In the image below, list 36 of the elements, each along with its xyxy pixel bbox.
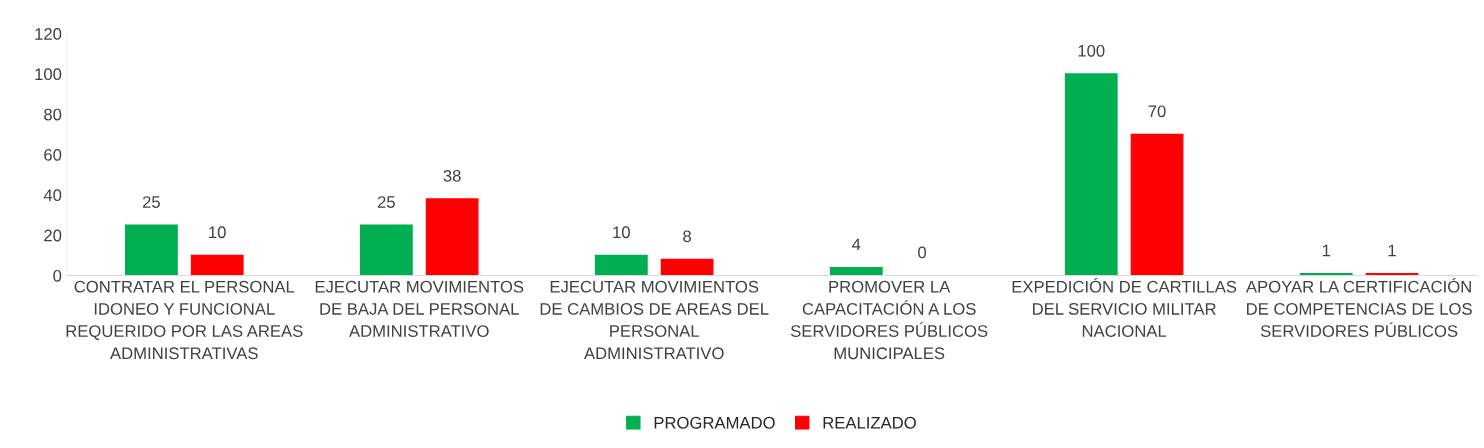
y-tick-label: 100	[35, 68, 62, 81]
bar	[1130, 133, 1184, 276]
y-tick-label: 0	[53, 269, 62, 282]
data-label: 100	[1078, 44, 1105, 57]
y-tick-label: 40	[43, 189, 62, 202]
legend-label: REALIZADO	[823, 416, 916, 429]
bar	[359, 224, 413, 276]
legend-label: PROGRAMADO	[654, 416, 775, 429]
bar	[190, 254, 244, 276]
data-label: 70	[1148, 105, 1166, 118]
x-tick-label: CONTRATAR EL PERSONAL IDONEO Y FUNCIONAL REQUERIDO POR LAS AREAS ADMINISTRATIVAS	[66, 280, 303, 360]
x-tick-label: APOYAR LA CERTIFICACIÓN DE COMPETENCIAS DE LOS SERVIDORES PÚBLICOS	[1245, 278, 1472, 337]
x-tick-label: EJECUTAR MOVIMIENTOS DE CAMBIOS DE AREAS DEL PERSONAL ADMINISTRATIVO	[540, 280, 769, 360]
data-label: 1	[1322, 244, 1331, 257]
x-tick-label: EJECUTAR MOVIMIENTOS DE BAJA DEL PERSONAL ADMINISTRATIVO	[315, 280, 524, 337]
y-tick-label: 60	[44, 148, 62, 161]
data-label: 0	[918, 246, 927, 259]
data-label: 1	[1388, 244, 1396, 257]
bar	[660, 258, 714, 276]
y-tick-label: 20	[44, 229, 62, 242]
y-tick-label: 120	[35, 28, 62, 40]
bar	[124, 224, 178, 276]
y-tick-label: 80	[44, 108, 62, 121]
bar	[1064, 73, 1118, 276]
x-tick-label: EXPEDICIÓN DE CARTILLAS DEL SERVICIO MILITAR NACIONAL	[1012, 278, 1237, 337]
data-label: 10	[613, 226, 630, 239]
bar	[829, 266, 883, 276]
x-tick-label: PROMOVER LA CAPACITACIÓN A LOS SERVIDORES PÚBLICOS MUNICIPALES	[790, 280, 988, 360]
data-label: 25	[142, 196, 160, 208]
bar	[425, 198, 479, 276]
data-label: 38	[443, 169, 461, 182]
data-label: 10	[209, 226, 226, 239]
data-label: 25	[377, 196, 395, 208]
bar	[594, 254, 648, 276]
data-label: 8	[683, 230, 691, 243]
data-label: 4	[852, 238, 861, 251]
